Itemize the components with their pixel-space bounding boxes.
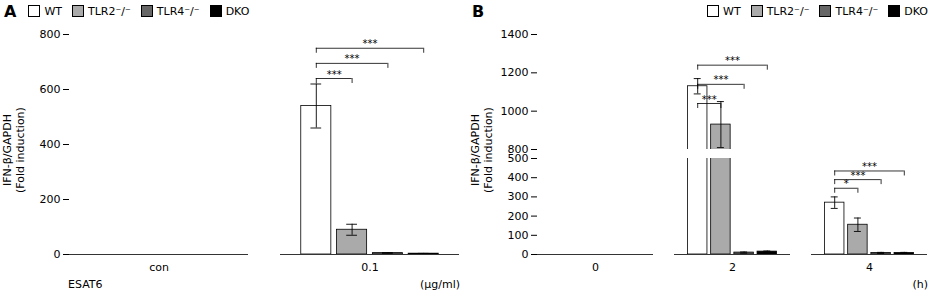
svg-text:***: ***	[725, 55, 740, 66]
html-text:WT: WT	[44, 4, 62, 18]
svg-text:*: *	[844, 178, 849, 189]
html-text:B: B	[472, 1, 485, 21]
html-text:TLR4⁻/⁻: TLR4⁻/⁻	[156, 4, 200, 18]
svg-text:1200: 1200	[501, 66, 529, 79]
svg-text:400: 400	[40, 138, 61, 151]
svg-text:4: 4	[866, 261, 873, 274]
svg-text:***: ***	[702, 94, 717, 105]
svg-text:0: 0	[54, 248, 61, 261]
html-text:IFN-β/GAPDH (Fold induction): IFN-β/GAPDH (Fold induction)	[1, 107, 27, 193]
svg-text:0: 0	[522, 248, 529, 261]
svg-text:500: 500	[508, 153, 529, 165]
html-text:TLR4⁻/⁻: TLR4⁻/⁻	[835, 4, 879, 18]
svg-text:200: 200	[40, 193, 61, 206]
svg-text:800: 800	[508, 143, 529, 153]
svg-text:***: ***	[862, 161, 877, 172]
svg-text:***: ***	[713, 74, 728, 85]
html-text:ESAT6: ESAT6	[68, 278, 103, 291]
svg-text:200: 200	[508, 210, 529, 223]
svg-text:***: ***	[327, 69, 342, 80]
html-text:DKO: DKO	[904, 4, 928, 18]
html-text:TLR2⁻/⁻: TLR2⁻/⁻	[88, 4, 131, 18]
svg-text:600: 600	[40, 83, 61, 96]
html-text:DKO: DKO	[225, 4, 250, 18]
svg-text:400: 400	[508, 171, 529, 184]
svg-text:***: ***	[345, 53, 360, 64]
html-text:(h): (h)	[912, 278, 928, 291]
svg-text:1400: 1400	[501, 28, 529, 41]
svg-text:300: 300	[508, 190, 529, 203]
svg-text:100: 100	[508, 229, 529, 242]
html-text:IFN-β/GAPDH (Fold induction): IFN-β/GAPDH (Fold induction)	[469, 107, 495, 193]
svg-text:1000: 1000	[501, 105, 529, 118]
svg-text:800: 800	[40, 28, 61, 41]
html-text:WT: WT	[723, 4, 741, 18]
html-text:A: A	[4, 1, 17, 21]
svg-text:***: ***	[363, 38, 378, 49]
svg-text:0.1: 0.1	[361, 261, 379, 274]
html-text:TLR2⁻/⁻: TLR2⁻/⁻	[766, 4, 810, 18]
html-text:(μg/ml): (μg/ml)	[420, 278, 460, 291]
svg-text:2: 2	[729, 261, 736, 274]
svg-text:con: con	[149, 261, 169, 274]
svg-text:0: 0	[592, 261, 599, 274]
